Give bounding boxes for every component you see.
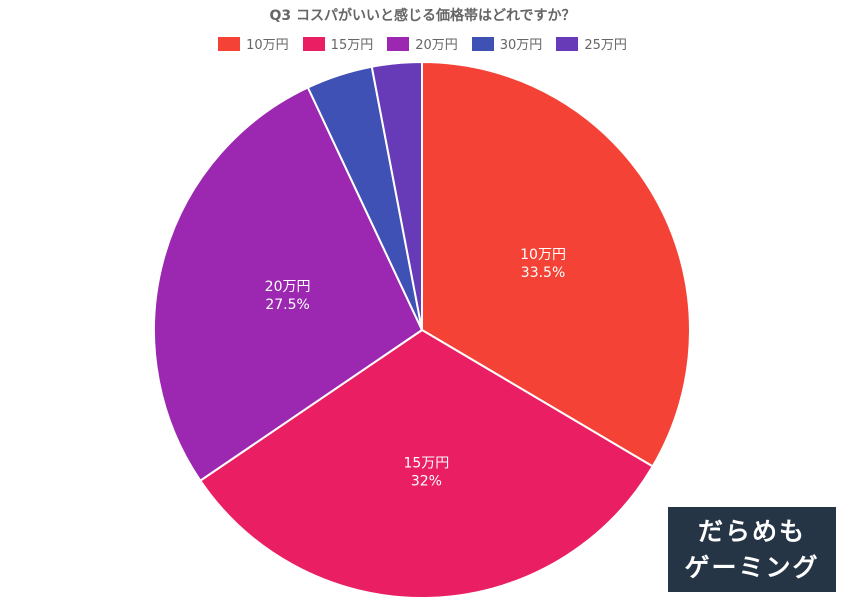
- slice-value-label: 33.5%: [521, 265, 565, 281]
- legend-label: 25万円: [584, 38, 627, 53]
- slice-value-label: 27.5%: [265, 297, 309, 313]
- legend-item[interactable]: 20万円: [387, 34, 458, 53]
- legend-label: 20万円: [415, 38, 458, 53]
- legend-label: 15万円: [330, 38, 374, 53]
- pie-slice[interactable]: [198, 328, 655, 599]
- watermark-line-2: ゲーミング: [684, 552, 820, 582]
- legend-label: 30万円: [499, 38, 543, 53]
- legend-swatch: [218, 36, 241, 51]
- legend-swatch: [556, 36, 579, 51]
- legend-swatch: [387, 36, 410, 51]
- legend-item[interactable]: 15万円: [302, 34, 374, 53]
- legend-swatch: [302, 36, 325, 51]
- legend-item[interactable]: 25万円: [556, 34, 627, 53]
- pie-slice[interactable]: [153, 86, 424, 483]
- watermark-line-1: だらめも: [697, 516, 806, 546]
- legend-item[interactable]: 10万円: [218, 34, 289, 53]
- legend-swatch: [471, 36, 494, 51]
- legend-label: 10万円: [246, 38, 289, 53]
- legend: 10万円 15万円 20万円 30万円 25万円: [0, 34, 845, 53]
- legend-item[interactable]: 30万円: [471, 34, 543, 53]
- slice-label: 20万円: [265, 279, 311, 295]
- slice-label: 15万円: [403, 455, 449, 471]
- pie-slice[interactable]: [370, 60, 423, 331]
- slice-value-label: 32%: [411, 473, 442, 489]
- chart-title: Q3 コスパがいいと感じる価格帯はどれですか？: [269, 8, 576, 24]
- watermark-logo: だらめも ゲーミング: [668, 507, 836, 592]
- slice-label: 10万円: [520, 247, 566, 263]
- pie-slice[interactable]: [421, 60, 691, 468]
